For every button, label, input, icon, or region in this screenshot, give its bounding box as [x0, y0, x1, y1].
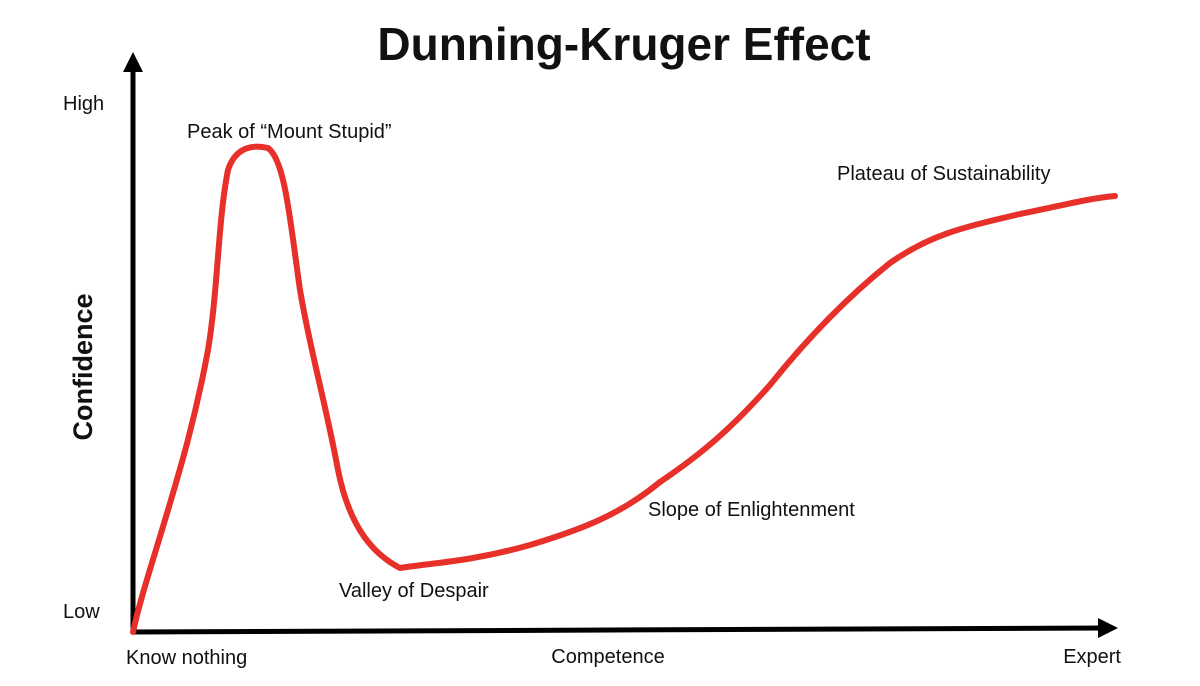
title: Dunning-Kruger Effect	[377, 18, 870, 70]
x-end-label: Expert	[1063, 646, 1121, 668]
x-axis-label: Competence	[551, 646, 664, 668]
slope-annotation: Slope of Enlightenment	[648, 499, 855, 521]
y-low-label: Low	[63, 601, 100, 623]
y-high-label: High	[63, 93, 104, 115]
x-axis	[130, 618, 1118, 639]
peak-annotation: Peak of “Mount Stupid”	[187, 121, 392, 143]
valley-annotation: Valley of Despair	[339, 580, 489, 602]
plateau-annotation: Plateau of Sustainability	[837, 163, 1050, 185]
curve	[130, 143, 1118, 635]
y-axis-label: Confidence	[68, 293, 98, 440]
x-start-label: Know nothing	[126, 647, 247, 669]
